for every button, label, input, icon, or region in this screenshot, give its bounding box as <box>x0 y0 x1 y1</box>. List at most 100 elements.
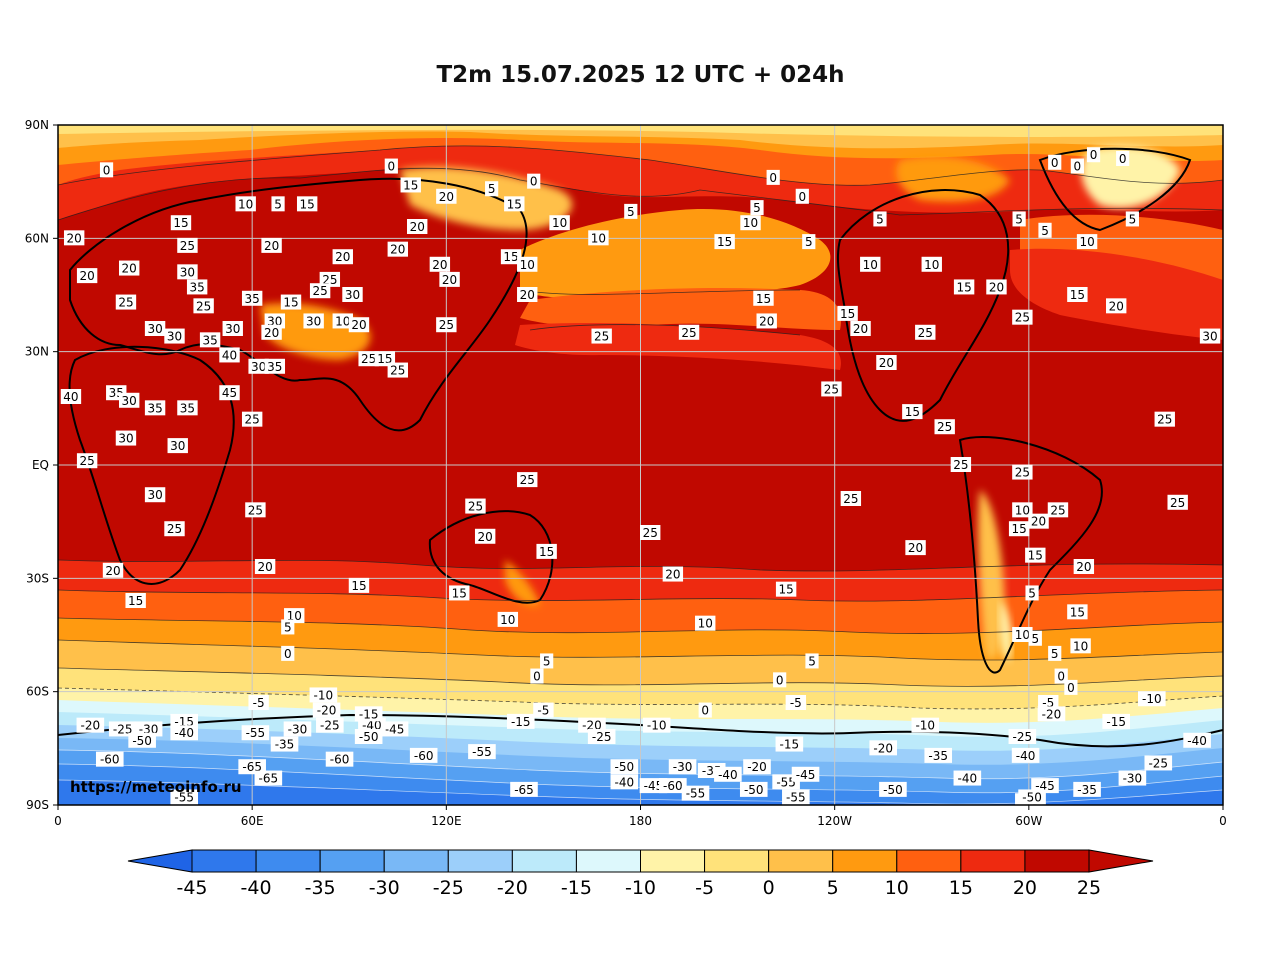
contour-label-box <box>63 230 85 246</box>
colorbar-max-extension <box>1088 849 1154 873</box>
contour-label-box <box>753 290 774 306</box>
contour-label: 25 <box>953 458 968 472</box>
contour-label-box <box>261 324 282 340</box>
contour-label-box <box>1012 502 1033 518</box>
contour-label: 25 <box>824 382 839 396</box>
contour-label: 10 <box>591 231 606 245</box>
contour-label: 25 <box>1015 466 1030 480</box>
contour-label: 20 <box>1109 299 1124 313</box>
contour-label-box <box>1118 770 1147 786</box>
contour-label: -15 <box>511 715 531 729</box>
contour-label-box <box>108 721 137 737</box>
contour-label-box <box>578 717 606 733</box>
colorbar-segment <box>191 849 257 873</box>
contour-label-box <box>1183 732 1211 748</box>
contour-label-box <box>199 332 221 348</box>
contour-label-box <box>177 400 198 416</box>
contour-label: 0 <box>798 190 806 204</box>
contour-label: 30 <box>118 432 133 446</box>
contour-label-box <box>280 294 302 310</box>
contour-label-box <box>144 487 166 503</box>
contour-label-box <box>468 744 496 760</box>
contour-label-box <box>348 577 370 593</box>
contour-label: 10 <box>335 314 350 328</box>
contour-label: -45 <box>644 779 664 793</box>
contour-label-box <box>876 355 897 370</box>
contour-label-box <box>95 751 124 767</box>
contour-label-box <box>1028 513 1049 529</box>
contour-label: 20 <box>1076 560 1091 574</box>
contour-label-box <box>465 498 486 514</box>
contour-label-box <box>1070 638 1091 654</box>
contour-label: 40 <box>63 390 78 404</box>
contour-label-box <box>782 789 810 805</box>
contour-label-box <box>281 645 295 661</box>
contour-label: 0 <box>1057 670 1065 684</box>
contour-label-box <box>1011 747 1040 763</box>
contour-label-box <box>170 789 199 805</box>
contour-label-box <box>1008 729 1037 744</box>
contour-label: 10 <box>924 258 939 272</box>
contour-label: -20 <box>81 719 101 733</box>
contour-label-box <box>1012 464 1033 480</box>
contour-label-box <box>1012 627 1033 642</box>
colorbar-segment <box>319 849 385 873</box>
contour-label-box <box>775 736 804 752</box>
contour-label-box <box>591 328 612 344</box>
contour-label: 25 <box>245 413 260 427</box>
contour-label-box <box>348 317 370 333</box>
contour-label-box <box>144 321 166 336</box>
contour-label-box <box>1067 287 1088 302</box>
contour-label: 15 <box>956 280 971 294</box>
colorbar-segment <box>768 849 834 873</box>
contour-label-box <box>1070 158 1084 174</box>
contour-label: 20 <box>264 326 279 340</box>
contour-label: 35 <box>147 401 162 415</box>
contour-label-box <box>740 215 761 231</box>
contour-label: 15 <box>756 292 771 306</box>
contour-label-box <box>284 608 305 624</box>
contour-label-box <box>241 290 263 306</box>
contour-label-box <box>756 313 777 329</box>
contour-label: -50 <box>744 783 764 797</box>
contour-label-box <box>254 559 276 574</box>
contour-label-box <box>436 317 457 333</box>
contour-label: 20 <box>335 250 350 264</box>
contour-label: 10 <box>238 197 253 211</box>
contour-label: 20 <box>122 262 137 276</box>
contour-label: -10 <box>314 688 334 702</box>
contour-label-box <box>1012 309 1033 325</box>
contour-label-box <box>659 778 687 794</box>
contour-label: 25 <box>643 526 658 540</box>
contour-label: 5 <box>805 235 813 249</box>
contour-label-box <box>380 721 409 737</box>
contour-label: 35 <box>202 333 217 347</box>
contour-label: 5 <box>284 620 292 634</box>
contour-label-box <box>219 385 240 401</box>
colorbar-segment <box>383 849 449 873</box>
colorbar-label: -30 <box>369 877 400 899</box>
contour-label: 15 <box>507 197 522 211</box>
contour-label: -45 <box>385 722 405 736</box>
isotherm-lines <box>58 145 1223 710</box>
contour-label-box <box>791 766 820 782</box>
contour-label: -55 <box>786 790 806 804</box>
contour-label: -40 <box>958 772 978 786</box>
contour-label: -45 <box>796 768 816 782</box>
contour-label-box <box>921 256 942 272</box>
contour-label-box <box>164 521 185 537</box>
contour-label-box <box>1073 781 1101 797</box>
contour-label: 25 <box>1015 311 1030 325</box>
colorbar-segment <box>575 849 642 873</box>
contour-label-box <box>449 585 470 601</box>
contour-label-box <box>387 241 408 257</box>
contour-label: 40 <box>222 348 237 362</box>
contour-label-box <box>766 169 780 185</box>
contour-label-box <box>624 203 638 219</box>
contour-label: 5 <box>1028 586 1036 600</box>
contour-label-box <box>549 215 570 231</box>
contour-label-box <box>1018 789 1046 805</box>
contour-label-box <box>1076 234 1098 250</box>
contour-label: 5 <box>627 205 635 219</box>
